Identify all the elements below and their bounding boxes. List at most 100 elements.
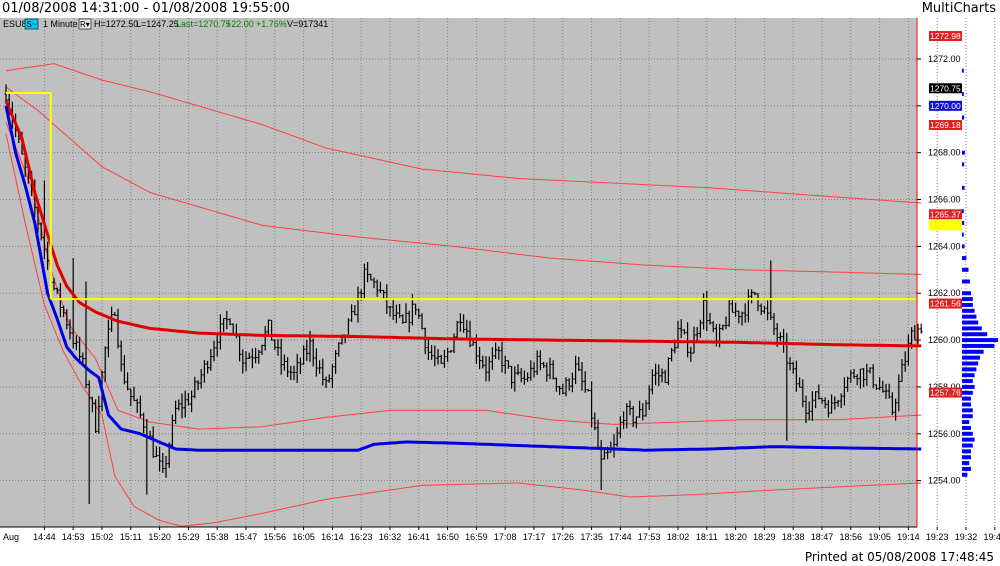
ohlc-bar	[170, 414, 174, 449]
x-tick-label: 18:11	[696, 532, 718, 542]
ohlc-bar	[839, 393, 843, 409]
ohlc-bar	[247, 352, 251, 359]
ohlc-bar	[641, 403, 645, 421]
symbol-button-label: S~	[27, 20, 37, 29]
indicator-lines	[4, 100, 922, 452]
volume-profile-bar	[962, 209, 964, 214]
ohlc-bar	[750, 289, 754, 304]
ohlc-bar	[830, 394, 834, 414]
status-bar: ESU8 S~ 1 Minute R▾ H=1272.50 L=1247.25 …	[3, 18, 328, 30]
change-label: +22.00	[226, 19, 254, 29]
ohlc-bar	[497, 346, 501, 360]
ohlc-bar	[682, 329, 686, 335]
ohlc-bar	[740, 311, 744, 326]
volume-profile-bar	[962, 256, 967, 261]
ohlc-bar	[366, 261, 370, 283]
ohlc-bar	[906, 334, 910, 366]
price-marker	[929, 31, 962, 42]
ohlc-bar	[593, 412, 597, 431]
price-marker-label: 1269.18	[930, 120, 961, 130]
x-tick-label: 18:20	[724, 532, 747, 542]
ohlc-bar	[298, 357, 302, 375]
ohlc-bar	[202, 360, 206, 383]
x-tick-label: 16:59	[465, 532, 488, 542]
price-marker	[929, 209, 962, 220]
ohlc-bar	[538, 350, 542, 371]
ohlc-bar	[615, 427, 619, 447]
ohlc-bar	[305, 339, 309, 361]
price-marker-label: 1272.98	[930, 31, 961, 41]
volume-profile-bar	[962, 472, 968, 477]
y-tick-label: 1254.00	[928, 476, 961, 486]
x-tick-label: 17:26	[552, 532, 575, 542]
ohlc-bar	[737, 310, 741, 324]
y-tick-label: 1256.00	[928, 429, 961, 439]
volume-profile-bar	[962, 267, 969, 272]
ohlc-bar	[574, 355, 578, 385]
ohlc-bar	[356, 286, 360, 323]
ohlc-bar	[353, 305, 357, 316]
ohlc-bar	[654, 363, 658, 386]
chart-title-range: 01/08/2008 14:31:00 - 01/08/2008 19:55:0…	[2, 1, 290, 16]
ohlc-bar	[87, 380, 91, 505]
ohlc-bar	[826, 400, 830, 418]
ohlc-bar	[212, 340, 216, 362]
ohlc-bar	[526, 372, 530, 382]
range-button[interactable]	[78, 18, 92, 30]
ohlc-bar	[516, 364, 520, 376]
price-marker-label: 1261.56	[930, 299, 961, 309]
ohlc-bar	[468, 320, 472, 348]
ohlc-bar	[874, 384, 878, 390]
ohlc-bar	[455, 320, 459, 338]
ohlc-bar	[820, 397, 824, 404]
ohlc-bar	[913, 325, 917, 341]
series-blue	[4, 105, 922, 452]
ohlc-bar	[244, 351, 248, 372]
ohlc-bar	[206, 360, 210, 374]
low-label: L=1247.25	[136, 19, 179, 29]
axis-background	[917, 18, 1000, 527]
x-tick-label: 19:14	[897, 532, 920, 542]
ohlc-bar	[302, 345, 306, 365]
ohlc-bar	[266, 319, 270, 337]
ohlc-bar	[842, 377, 846, 406]
volume-profile-bar	[962, 361, 979, 366]
ohlc-bar	[391, 298, 395, 320]
ohlc-bar	[721, 324, 725, 331]
ohlc-bar	[490, 347, 494, 370]
x-tick-label: 17:17	[523, 532, 546, 542]
ohlc-bar	[398, 303, 402, 318]
ohlc-bar	[218, 314, 222, 350]
ohlc-bar	[666, 357, 670, 386]
volume-profile-bar	[962, 355, 980, 360]
ohlc-bar	[426, 339, 430, 360]
ohlc-bar	[276, 339, 280, 356]
volume-profile-bar	[962, 232, 964, 237]
ohlc-bar	[196, 380, 200, 391]
series-upper_band_1	[5, 86, 922, 275]
symbol-button[interactable]	[24, 18, 39, 30]
ohlc-bar	[823, 397, 827, 409]
volume-profile-bar	[962, 384, 975, 389]
volume-profile-bar	[962, 449, 971, 454]
volume-profile-bar	[962, 373, 975, 378]
ohlc-bar	[804, 395, 808, 424]
ohlc-bar	[375, 279, 379, 297]
ohlc-bar	[660, 368, 664, 383]
ohlc-bar	[708, 312, 712, 325]
ohlc-bar	[657, 364, 661, 387]
ohlc-bar	[542, 361, 546, 369]
ohlc-bar	[465, 319, 469, 340]
ohlc-bar	[458, 313, 462, 332]
ohlc-bar	[730, 298, 734, 313]
volume-profile-bar	[962, 466, 971, 471]
ohlc-bar	[772, 312, 776, 336]
ohlc-bar	[481, 355, 485, 369]
ohlc-bar	[743, 303, 747, 323]
ohlc-bar	[769, 260, 773, 321]
ohlc-bar	[414, 303, 418, 315]
ohlc-bar	[334, 349, 338, 374]
price-chart[interactable]: ESU8 S~ 1 Minute R▾ H=1272.50 L=1247.25 …	[0, 18, 1000, 547]
ohlc-bar	[36, 204, 40, 233]
range-button-label: R▾	[80, 20, 90, 29]
